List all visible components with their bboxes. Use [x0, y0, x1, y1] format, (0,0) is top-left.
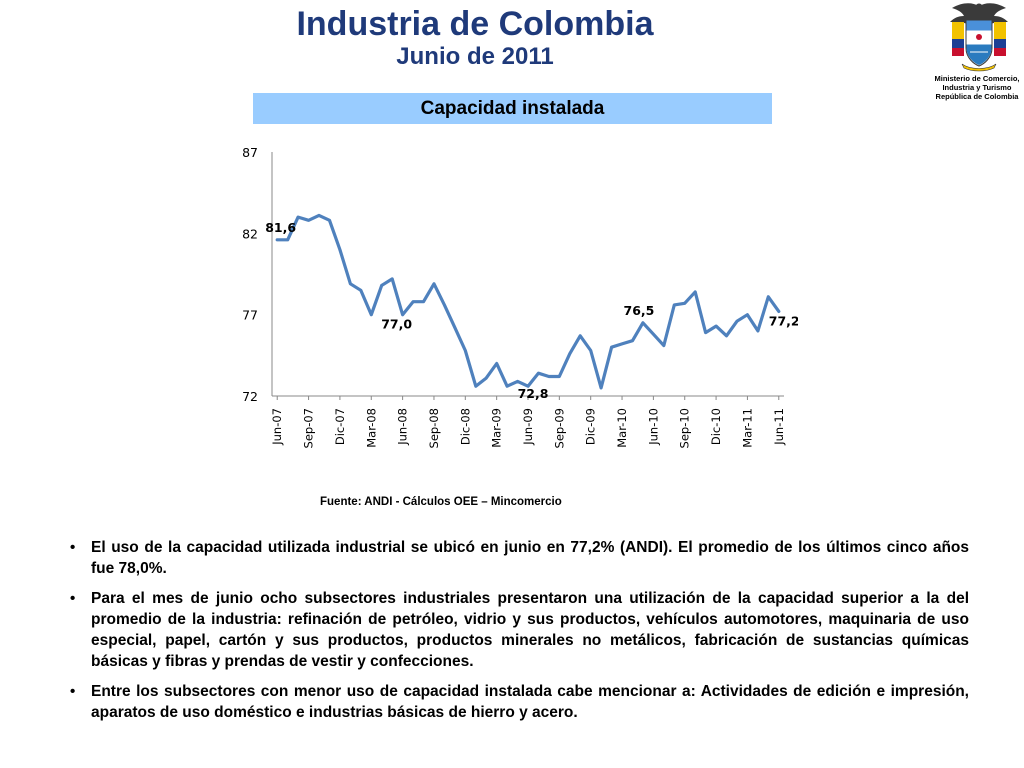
data-point	[599, 386, 603, 390]
data-point	[547, 375, 551, 378]
data-point	[756, 329, 760, 333]
data-point	[693, 290, 697, 294]
data-point	[422, 300, 425, 303]
data-point	[328, 219, 331, 222]
bullet-glyph: •	[70, 683, 76, 700]
x-tick-label: Jun-08	[396, 408, 410, 446]
x-tick-label: Sep-09	[552, 408, 566, 448]
data-point	[485, 376, 488, 380]
data-point	[610, 346, 613, 349]
data-point	[683, 302, 686, 305]
data-point	[568, 352, 571, 355]
x-tick-label: Sep-10	[678, 408, 692, 448]
bullet-glyph: •	[70, 590, 76, 607]
y-tick-label: 77	[242, 308, 258, 323]
page-subtitle: Junio de 2011	[396, 43, 554, 70]
x-tick-label: Mar-08	[364, 408, 378, 448]
data-point	[286, 238, 289, 242]
capacity-line-chart: 72 77 82 87 Jun-07 Sep-07 Dic-07 Mar-08 Jun-08 Se…	[242, 145, 798, 448]
data-point	[338, 248, 342, 251]
x-tick-label: Dic-08	[458, 408, 472, 445]
data-point	[370, 313, 373, 316]
data-point	[673, 303, 676, 307]
data-point	[537, 372, 540, 375]
data-label: 81,6	[265, 220, 296, 235]
data-point	[317, 214, 321, 217]
bullet-list: • El uso de la capacidad utilizada indus…	[68, 537, 969, 732]
data-point	[401, 313, 404, 316]
data-point	[725, 334, 728, 338]
bullet-item: • Para el mes de junio ocho subsectores …	[68, 588, 969, 672]
x-tick-label: Dic-07	[333, 408, 347, 445]
data-point	[662, 344, 666, 347]
data-point	[390, 277, 394, 281]
chart-banner: Capacidad instalada	[253, 93, 772, 124]
data-point	[307, 219, 310, 222]
y-tick-label: 72	[242, 389, 258, 404]
data-point	[714, 324, 718, 328]
y-tick-label: 87	[242, 145, 258, 160]
x-tick-label: Dic-10	[709, 408, 723, 445]
data-point	[589, 349, 592, 352]
data-point	[767, 295, 770, 298]
data-point	[296, 215, 300, 219]
bullet-glyph: •	[70, 539, 76, 556]
y-tick-label: 82	[242, 226, 258, 241]
data-point	[411, 300, 415, 303]
data-point	[276, 238, 279, 242]
ministry-line: Industria y Turismo	[942, 83, 1012, 92]
chart-source: Fuente: ANDI - Cálculos OEE – Mincomerci…	[320, 496, 562, 508]
coat-of-arms-icon	[950, 3, 1008, 72]
ministry-line: Ministerio de Comercio,	[934, 74, 1020, 83]
data-point	[704, 331, 707, 334]
x-tick-label: Dic-09	[584, 408, 598, 445]
bullet-text: Entre los subsectores con menor uso de c…	[91, 683, 969, 721]
data-point	[526, 385, 530, 388]
data-point	[474, 385, 477, 388]
data-point	[516, 380, 519, 383]
data-label: 72,8	[518, 386, 549, 401]
data-point	[746, 313, 749, 316]
x-tick-label: Mar-11	[740, 408, 754, 448]
data-point	[777, 310, 780, 313]
data-point	[495, 362, 498, 365]
data-point	[443, 303, 446, 307]
x-tick-label: Jun-09	[521, 408, 535, 446]
data-point	[558, 375, 561, 378]
data-label: 76,5	[624, 303, 655, 318]
x-tick-label: Mar-09	[490, 408, 504, 448]
bullet-text: Para el mes de junio ocho subsectores in…	[91, 590, 969, 670]
data-point	[652, 332, 655, 336]
ministry-line: República de Colombia	[935, 92, 1019, 101]
data-point	[453, 326, 457, 329]
x-tick-label: Mar-10	[615, 408, 629, 448]
data-point	[631, 339, 634, 342]
data-label: 77,2	[769, 313, 798, 328]
series-line	[275, 213, 781, 390]
data-point	[505, 385, 509, 388]
bullet-text: El uso de la capacidad utilizada industr…	[91, 539, 969, 577]
data-point	[464, 349, 467, 352]
data-point	[432, 282, 436, 285]
data-point	[579, 334, 582, 338]
data-point	[380, 284, 383, 287]
bullet-item: • Entre los subsectores con menor uso de…	[68, 681, 969, 723]
ministry-caption: Ministerio de Comercio, Industria y Turi…	[920, 74, 1024, 101]
page-title: Industria de Colombia	[296, 5, 654, 43]
data-point	[641, 321, 645, 324]
data-label: 77,0	[381, 317, 412, 332]
x-tick-label: Jun-11	[772, 408, 786, 446]
x-tick-label: Jun-10	[646, 408, 660, 446]
bullet-item: • El uso de la capacidad utilizada indus…	[68, 537, 969, 579]
data-point	[620, 342, 624, 346]
data-point	[359, 289, 363, 292]
data-point	[349, 282, 352, 285]
x-tick-label: Jun-07	[270, 408, 284, 446]
data-point	[735, 319, 739, 323]
x-tick-label: Sep-08	[427, 408, 441, 448]
x-tick-label: Sep-07	[302, 408, 316, 448]
